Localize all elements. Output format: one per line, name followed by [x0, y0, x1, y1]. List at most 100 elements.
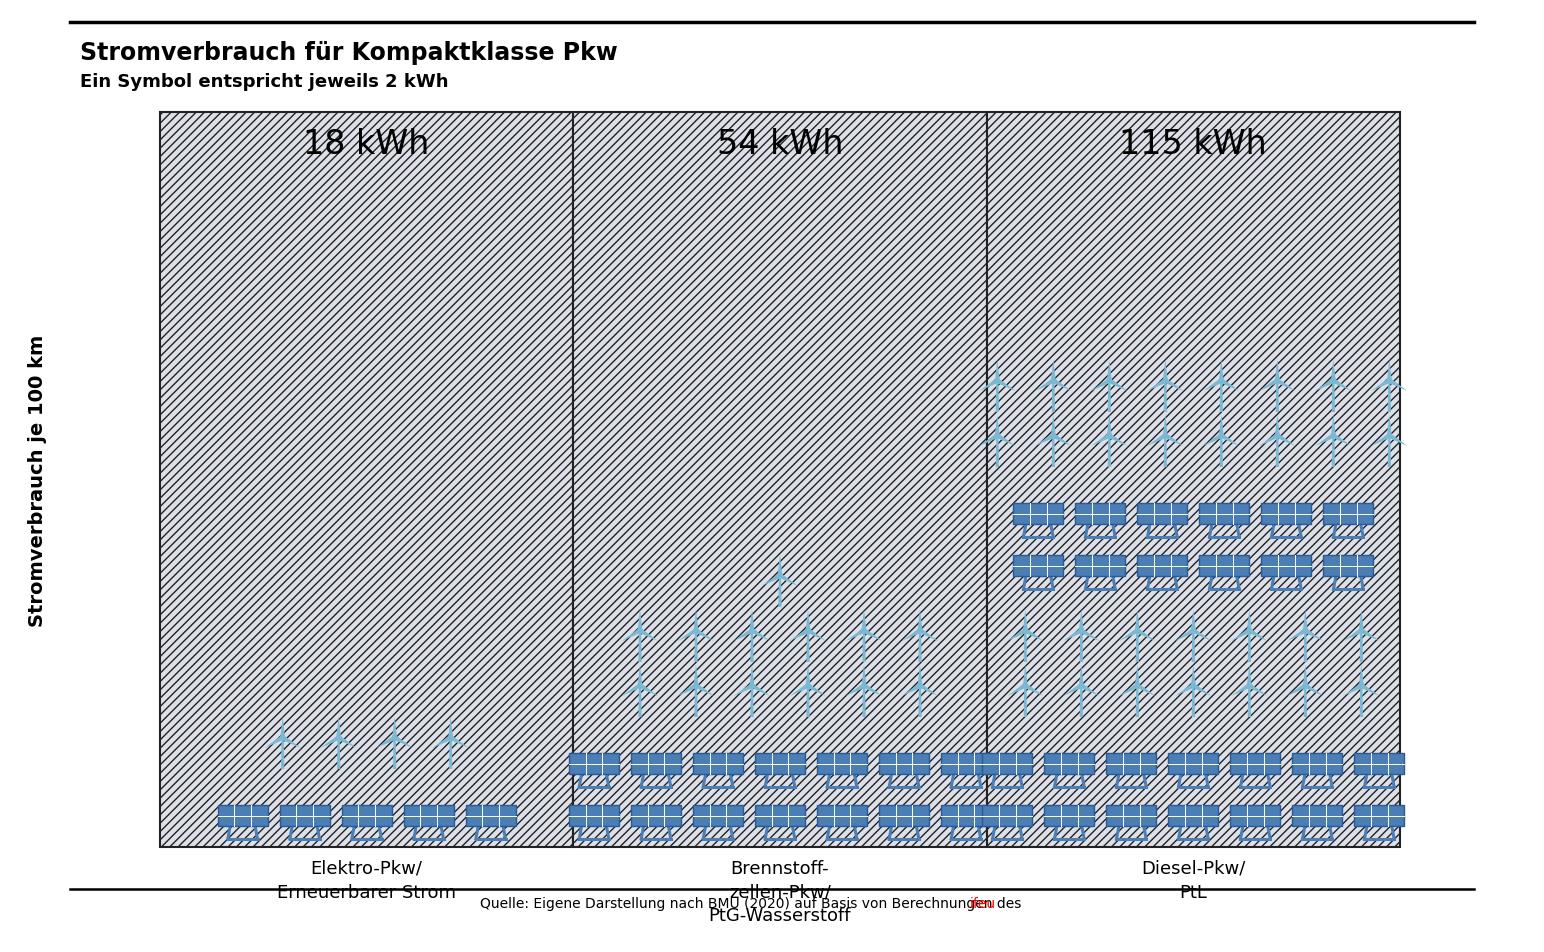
Polygon shape [862, 664, 866, 685]
Text: Stromverbrauch je 100 km: Stromverbrauch je 100 km [28, 334, 48, 626]
Circle shape [1220, 379, 1223, 384]
Polygon shape [1220, 434, 1240, 446]
Bar [817, 805, 866, 826]
Polygon shape [1360, 684, 1379, 696]
Polygon shape [806, 685, 809, 717]
Polygon shape [1371, 379, 1391, 391]
Bar [631, 753, 681, 774]
Polygon shape [337, 717, 341, 738]
Polygon shape [863, 684, 882, 696]
Polygon shape [1203, 434, 1223, 446]
Bar [1107, 753, 1156, 774]
Circle shape [1331, 379, 1336, 384]
Polygon shape [1220, 436, 1223, 467]
Bar [466, 805, 516, 826]
Polygon shape [917, 664, 922, 685]
Polygon shape [1248, 684, 1268, 696]
Polygon shape [1192, 628, 1212, 642]
Polygon shape [1248, 685, 1251, 717]
Polygon shape [979, 434, 999, 446]
Polygon shape [1231, 684, 1251, 696]
Circle shape [1359, 628, 1363, 633]
Polygon shape [749, 664, 755, 685]
Bar [1231, 753, 1280, 774]
Polygon shape [695, 628, 715, 642]
Polygon shape [638, 610, 642, 631]
Polygon shape [1024, 684, 1044, 696]
Polygon shape [1136, 631, 1139, 663]
Circle shape [638, 684, 642, 688]
Bar [1076, 555, 1126, 577]
Bar [1261, 504, 1311, 525]
Polygon shape [1051, 360, 1056, 381]
Polygon shape [778, 574, 798, 586]
Polygon shape [846, 684, 865, 696]
Circle shape [1248, 684, 1252, 688]
Circle shape [862, 628, 866, 633]
Bar [1138, 504, 1187, 525]
Polygon shape [1135, 610, 1139, 631]
Circle shape [1024, 684, 1027, 688]
Polygon shape [1024, 631, 1027, 663]
Bar [942, 805, 991, 826]
Polygon shape [1192, 685, 1195, 717]
Bar [573, 113, 987, 847]
Polygon shape [678, 628, 698, 642]
Polygon shape [863, 628, 882, 642]
Polygon shape [1275, 360, 1280, 381]
Polygon shape [791, 684, 809, 696]
Polygon shape [1303, 610, 1308, 631]
Circle shape [917, 684, 922, 688]
Polygon shape [622, 684, 641, 696]
Polygon shape [1360, 685, 1363, 717]
Polygon shape [1388, 379, 1408, 391]
Polygon shape [1360, 628, 1379, 642]
Polygon shape [750, 684, 770, 696]
Polygon shape [1220, 381, 1223, 412]
Polygon shape [1079, 610, 1084, 631]
Circle shape [449, 736, 452, 740]
Polygon shape [994, 415, 999, 436]
Polygon shape [1277, 434, 1295, 446]
Bar [879, 805, 929, 826]
Polygon shape [432, 736, 452, 748]
Polygon shape [919, 685, 922, 717]
Circle shape [1192, 684, 1195, 688]
Polygon shape [639, 628, 658, 642]
Text: Ein Symbol entspricht jeweils 2 kWh: Ein Symbol entspricht jeweils 2 kWh [80, 73, 448, 90]
Bar [631, 805, 681, 826]
Circle shape [1275, 379, 1280, 384]
Polygon shape [1024, 628, 1044, 642]
Polygon shape [1135, 664, 1139, 685]
Bar [1292, 753, 1342, 774]
Polygon shape [761, 574, 781, 586]
Polygon shape [1275, 415, 1280, 436]
Polygon shape [1024, 685, 1027, 717]
Polygon shape [1387, 360, 1391, 381]
Polygon shape [1332, 436, 1336, 467]
Polygon shape [1371, 434, 1391, 446]
Polygon shape [638, 685, 642, 717]
Polygon shape [264, 736, 284, 748]
Polygon shape [1277, 379, 1295, 391]
Text: Elektro-Pkw/
Erneuerbarer Strom: Elektro-Pkw/ Erneuerbarer Strom [278, 859, 455, 901]
Polygon shape [638, 631, 642, 663]
Polygon shape [1051, 381, 1055, 412]
Polygon shape [337, 738, 340, 769]
Polygon shape [1147, 434, 1167, 446]
Polygon shape [806, 664, 811, 685]
Polygon shape [1164, 379, 1184, 391]
Polygon shape [902, 684, 922, 696]
Circle shape [1331, 434, 1336, 438]
Polygon shape [1192, 631, 1195, 663]
Polygon shape [1164, 381, 1167, 412]
Circle shape [337, 736, 341, 740]
Polygon shape [1315, 434, 1334, 446]
Polygon shape [1218, 360, 1224, 381]
Polygon shape [1092, 434, 1110, 446]
Polygon shape [1343, 628, 1362, 642]
Bar [1261, 555, 1311, 577]
Circle shape [1220, 434, 1223, 438]
Circle shape [996, 434, 999, 438]
Polygon shape [1220, 379, 1240, 391]
